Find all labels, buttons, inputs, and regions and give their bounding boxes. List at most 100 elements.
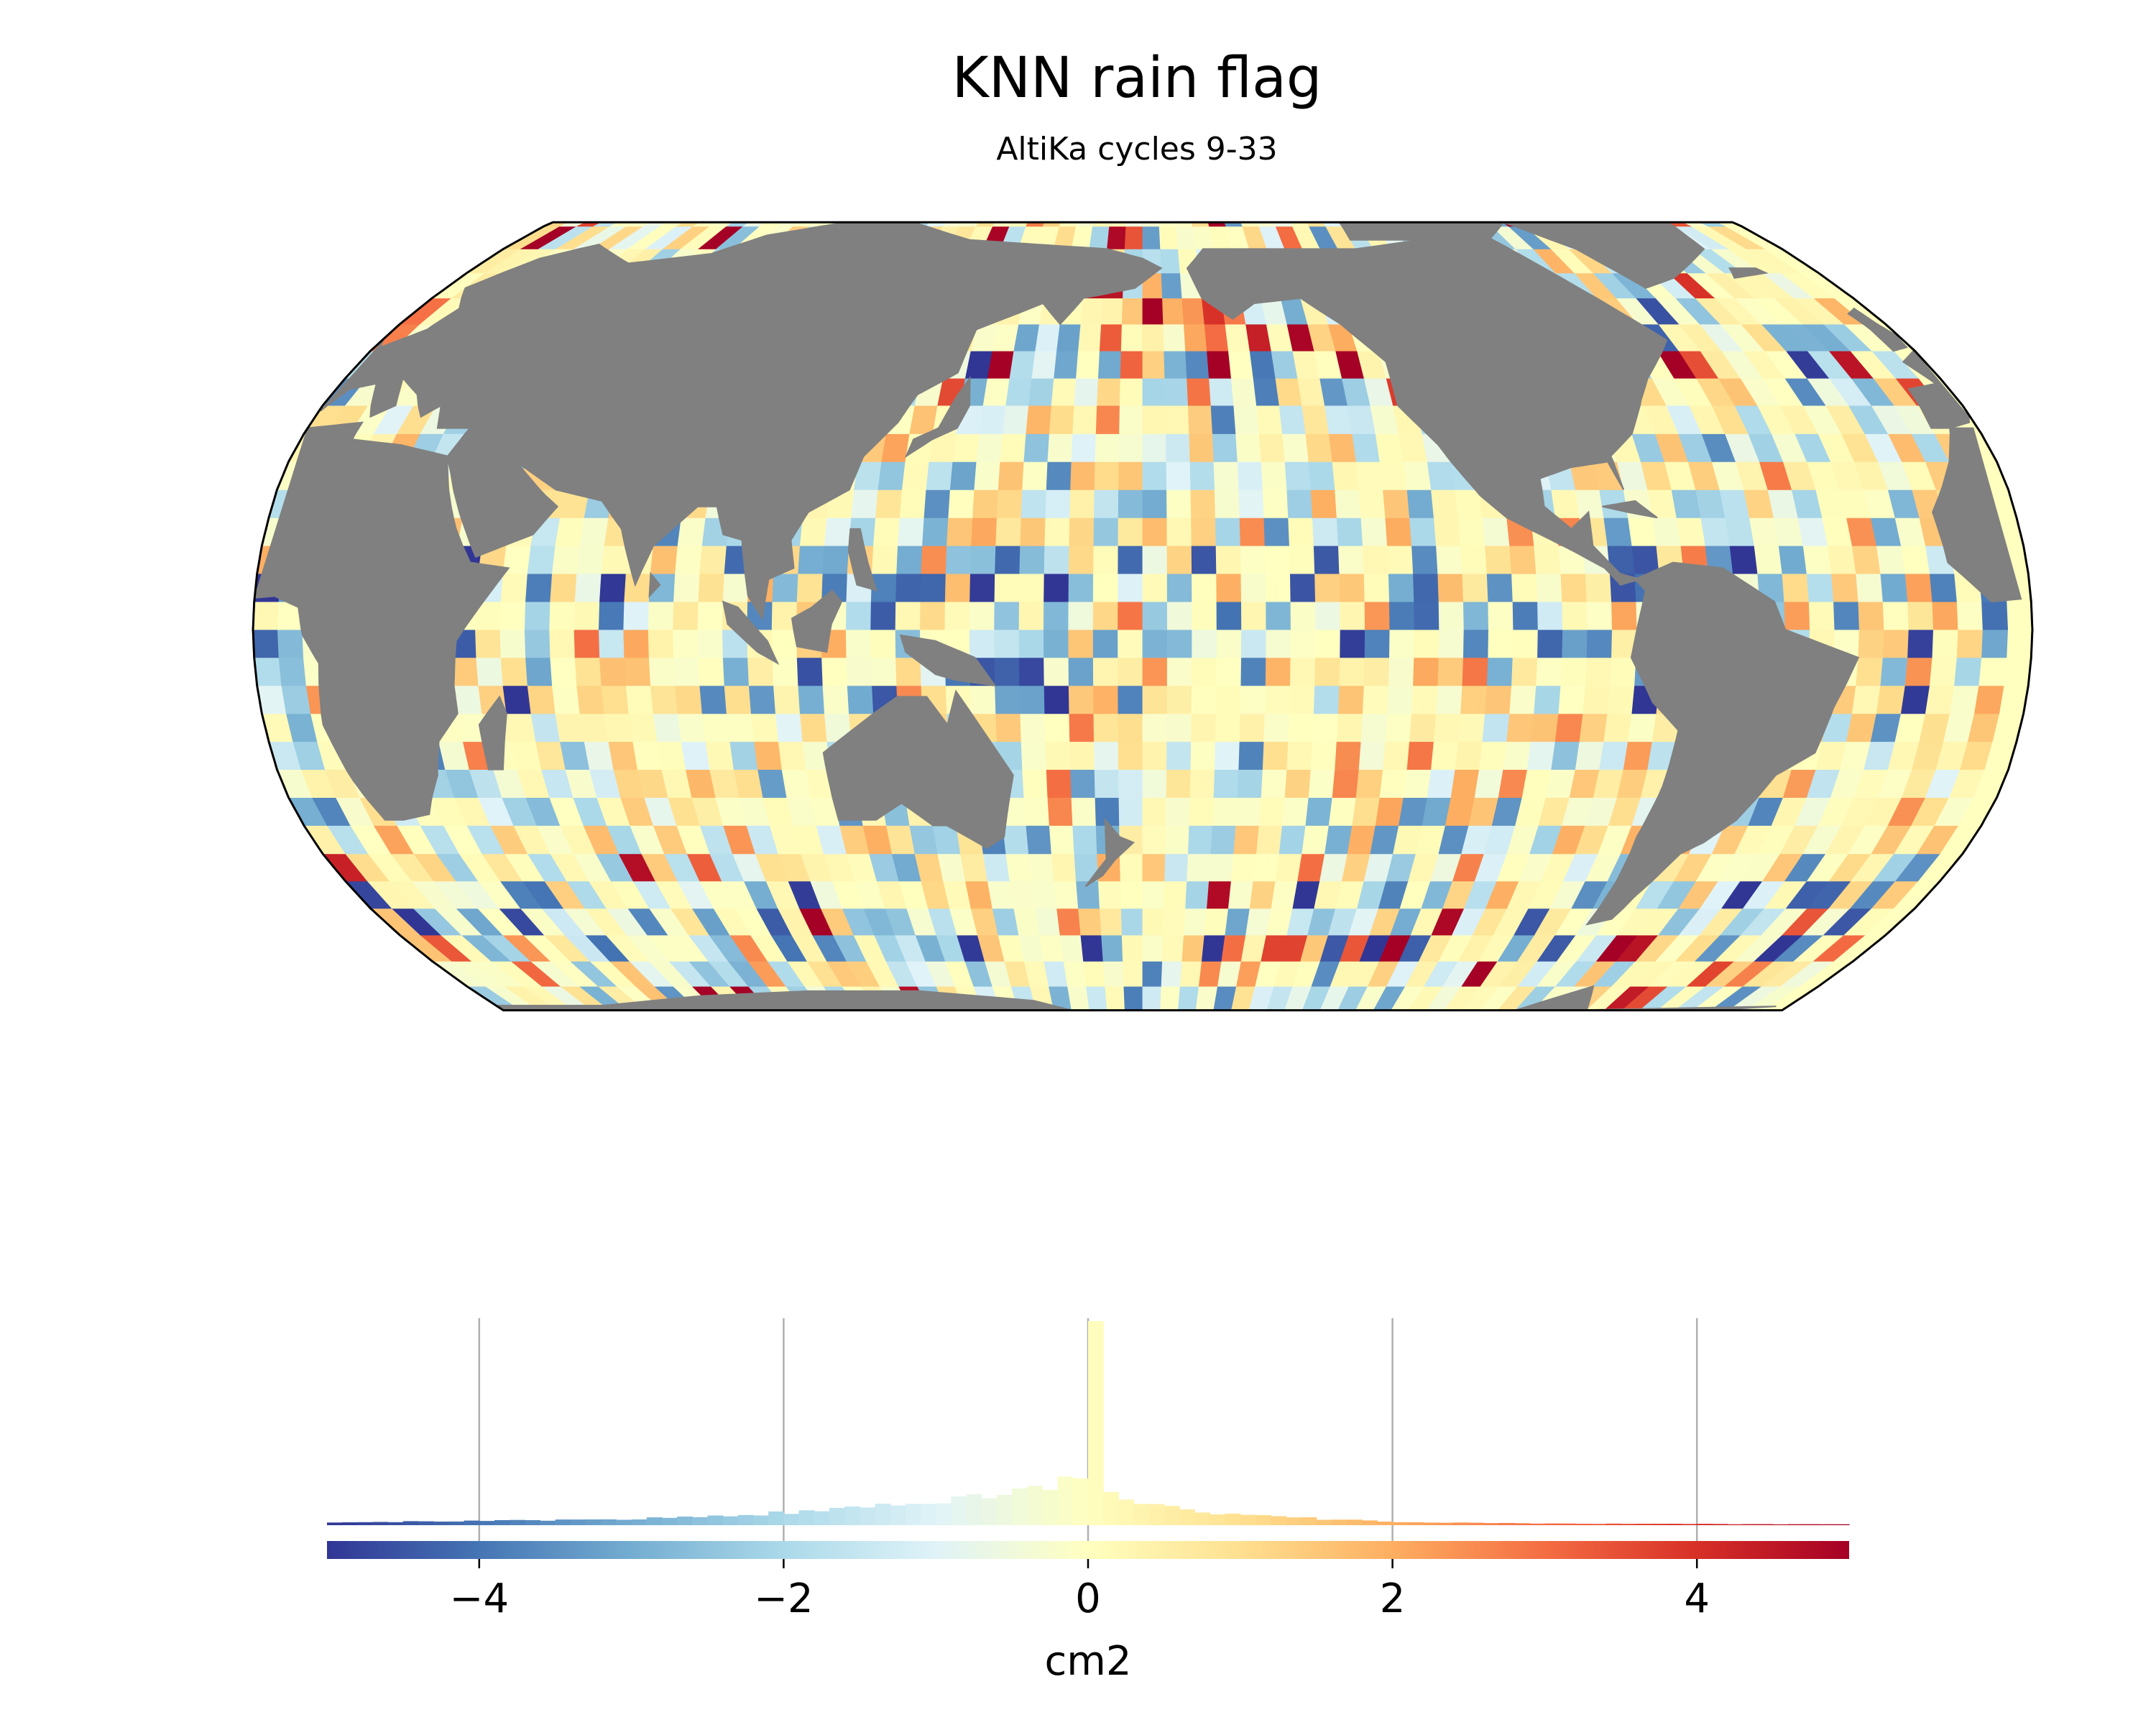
grid-cell: [1352, 433, 1381, 462]
grid-cell: [1142, 960, 1163, 987]
grid-cell: [698, 573, 725, 602]
grid-cell: [1119, 853, 1143, 882]
grid-cell: [1005, 853, 1033, 882]
histogram-bar: [753, 1515, 769, 1525]
grid-cell: [1413, 573, 1439, 602]
grid-cell: [1000, 433, 1027, 462]
grid-cell: [625, 685, 654, 714]
histogram-bar: [981, 1498, 998, 1525]
grid-cell: [1403, 461, 1432, 490]
grid-cell: [1586, 601, 1613, 630]
grid-cell: [1059, 222, 1082, 227]
grid-cell: [873, 517, 900, 546]
grid-cell: [969, 545, 997, 574]
grid-cell: [524, 629, 551, 658]
grid-cell: [1876, 545, 1906, 574]
grid-cell: [1551, 741, 1580, 770]
histogram-bar: [844, 1506, 860, 1525]
grid-cell: [1436, 545, 1463, 574]
grid-cell: [1187, 825, 1213, 855]
histogram-bar: [662, 1517, 678, 1525]
grid-cell: [1265, 657, 1291, 686]
histogram-bar: [1179, 1509, 1195, 1525]
grid-cell: [971, 517, 998, 546]
grid-cell: [1099, 323, 1123, 351]
histogram-bar: [1271, 1516, 1286, 1525]
grid-cell: [1387, 545, 1414, 574]
grid-cell: [593, 222, 652, 227]
grid-cell: [1142, 741, 1168, 770]
grid-cell: [1185, 350, 1210, 379]
grid-cell: [673, 573, 701, 602]
grid-cell: [1165, 825, 1190, 855]
grid-cell: [1308, 461, 1336, 490]
grid-cell: [1264, 545, 1291, 574]
histogram-bar: [1468, 1522, 1485, 1525]
grid-cell: [1187, 377, 1212, 406]
grid-cell: [676, 222, 729, 227]
grid-cell: [1258, 433, 1286, 462]
grid-cell: [1204, 323, 1229, 351]
grid-cell: [773, 685, 801, 714]
grid-cell: [1209, 853, 1235, 882]
grid-cell: [952, 433, 980, 462]
grid-cell: [1071, 433, 1097, 462]
grid-cell: [1069, 741, 1095, 770]
grid-cell: [1954, 657, 1983, 686]
grid-cell: [624, 657, 651, 686]
grid-cell: [796, 657, 824, 686]
histogram-bar: [494, 1520, 510, 1525]
histogram-bar: [798, 1510, 815, 1525]
grid-cell: [1018, 629, 1045, 658]
grid-cell: [1049, 405, 1075, 434]
grid-cell: [1339, 657, 1365, 686]
land-iceland: [1728, 267, 1769, 279]
grid-cell: [1263, 517, 1290, 546]
grid-cell: [1142, 350, 1166, 379]
grid-cell: [1509, 685, 1537, 714]
grid-cell: [1240, 573, 1267, 602]
grid-cell: [1261, 769, 1288, 798]
grid-cell: [969, 573, 996, 602]
grid-cell: [1166, 741, 1192, 770]
histogram-bar: [1773, 1524, 1789, 1525]
histogram-bar: [1606, 1523, 1621, 1525]
grid-cell: [1019, 545, 1046, 574]
grid-cell: [798, 685, 825, 714]
grid-cell: [552, 685, 581, 714]
grid-cell: [1094, 769, 1120, 798]
grid-cell: [573, 629, 600, 658]
grid-cell: [822, 685, 849, 714]
grid-cell: [1478, 741, 1508, 770]
grid-cell: [1119, 405, 1143, 434]
grid-cell: [1385, 517, 1412, 546]
grid-cell: [1207, 880, 1232, 909]
grid-cell: [1876, 685, 1906, 714]
grid-cell: [1118, 517, 1143, 546]
histogram-bar: [1377, 1522, 1393, 1525]
grid-cell: [1289, 685, 1316, 714]
grid-cell: [1068, 629, 1094, 658]
grid-cell: [560, 222, 621, 227]
grid-cell: [1534, 685, 1562, 714]
grid-cell: [1185, 880, 1210, 909]
grid-cell: [1253, 377, 1280, 406]
histogram-bar: [1666, 1524, 1682, 1525]
histogram-bar: [1072, 1478, 1089, 1525]
grid-cell: [1083, 960, 1106, 987]
grid-cell: [1431, 489, 1459, 518]
grid-cell: [1123, 960, 1143, 987]
grid-cell: [1234, 222, 1260, 227]
grid-cell: [1095, 433, 1120, 462]
grid-cell: [1290, 601, 1317, 630]
grid-cell: [1575, 741, 1605, 770]
grid-cell: [1263, 713, 1290, 742]
grid-cell: [959, 222, 990, 227]
grid-cell: [1093, 713, 1119, 742]
grid-cell: [1192, 629, 1217, 658]
grid-cell: [1142, 433, 1167, 462]
grid-cell: [1265, 573, 1291, 602]
grid-cell: [948, 489, 975, 518]
grid-cell: [998, 461, 1025, 490]
grid-cell: [1235, 433, 1262, 462]
